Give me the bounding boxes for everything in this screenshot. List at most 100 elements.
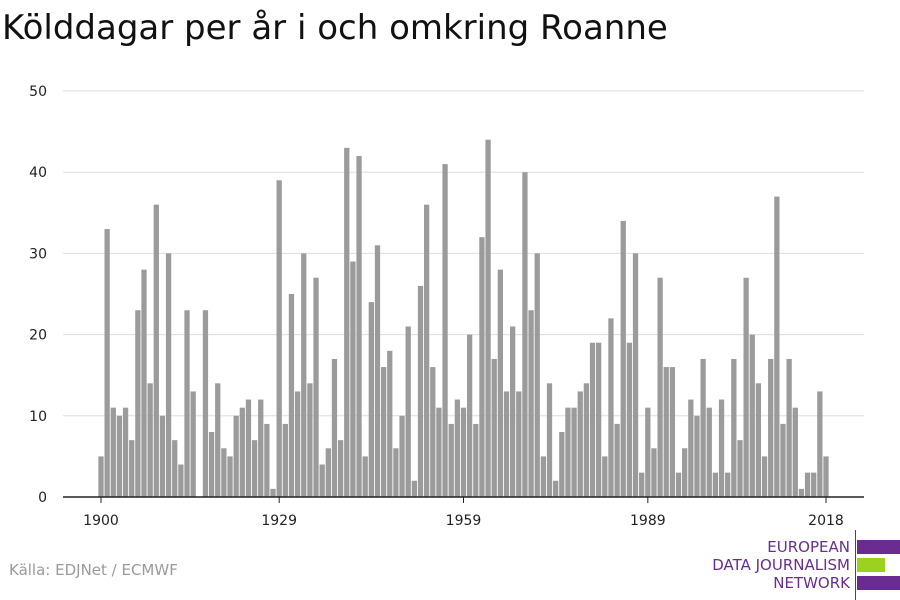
bar-1915: [190, 391, 196, 497]
bar-1979: [583, 383, 590, 497]
bar-1905: [129, 440, 135, 497]
bar-1924: [245, 399, 252, 497]
bar-1966: [503, 391, 510, 497]
bar-2005: [743, 277, 749, 497]
bar-1991: [657, 277, 663, 497]
bar-1920: [221, 448, 227, 497]
bar-1955: [436, 407, 442, 497]
bar-1903: [116, 415, 123, 497]
bar-1964: [491, 358, 497, 497]
bar-2018: [823, 456, 829, 497]
source-note: Källa: EDJNet / ECMWF: [9, 561, 178, 579]
bar-1946: [380, 367, 387, 497]
chart-title: Kölddagar per år i och omkring Roanne: [2, 8, 668, 48]
bars: [98, 139, 829, 498]
bar-1985: [620, 220, 626, 498]
y-tick-label: 40: [29, 165, 47, 181]
bar-1992: [663, 367, 669, 497]
bar-1934: [307, 383, 313, 497]
bar-1974: [553, 480, 559, 497]
x-tick-labels: 1900 1929 1959 1989 2018: [83, 497, 844, 529]
logo-divider: [855, 530, 856, 600]
bar-1999: [706, 407, 712, 497]
bar-1940: [344, 147, 350, 497]
bar-2006: [749, 334, 755, 497]
bar-2002: [725, 472, 731, 497]
bar-2009: [768, 358, 774, 497]
bar-1925: [251, 440, 258, 497]
bar-1947: [387, 350, 393, 497]
bar-1970: [528, 310, 534, 497]
bar-1987: [632, 253, 639, 497]
bar-1937: [325, 448, 331, 497]
bar-1984: [614, 423, 620, 497]
bar-1944: [368, 302, 374, 497]
bar-1939: [337, 440, 344, 497]
bar-1960: [467, 334, 473, 497]
bar-1972: [540, 456, 547, 497]
y-tick-label: 0: [38, 490, 47, 506]
bar-1953: [423, 204, 430, 497]
bar-1973: [546, 383, 553, 497]
bar-1977: [571, 407, 577, 497]
bar-1932: [294, 391, 301, 497]
bar-1901: [104, 229, 110, 498]
bar-1914: [184, 310, 190, 497]
y-tick-label: 30: [29, 246, 47, 262]
bar-1954: [430, 367, 436, 497]
bar-1969: [522, 172, 528, 497]
bar-1926: [258, 399, 264, 497]
bar-1929: [276, 180, 282, 497]
bar-1982: [602, 456, 608, 497]
bar-1912: [172, 440, 178, 497]
bar-1968: [516, 391, 522, 497]
bar-2007: [755, 383, 762, 497]
bar-1995: [682, 448, 688, 497]
bar-2010: [774, 196, 780, 497]
bar-1909: [153, 204, 159, 497]
bar-1959: [460, 407, 467, 497]
bar-2004: [737, 440, 743, 497]
bar-1923: [239, 407, 245, 497]
bar-1967: [510, 326, 516, 497]
bar-1952: [417, 285, 424, 497]
bar-2014: [798, 488, 805, 497]
bar-1913: [178, 464, 184, 497]
bar-1941: [350, 261, 356, 497]
bar-1958: [454, 399, 460, 497]
bar-2000: [712, 472, 719, 497]
bar-1956: [442, 164, 448, 497]
bar-1911: [165, 253, 172, 497]
bar-1963: [485, 139, 491, 497]
bar-2013: [792, 407, 798, 497]
bar-1950: [405, 326, 411, 497]
x-tick-label: 1959: [446, 513, 482, 529]
bar-1931: [288, 294, 295, 497]
bar-1975: [559, 432, 565, 497]
y-tick-label: 20: [29, 328, 47, 344]
bar-1983: [608, 318, 614, 497]
bar-1908: [147, 383, 153, 497]
bar-1976: [565, 407, 571, 497]
bar-1918: [208, 432, 215, 497]
y-tick-label: 10: [29, 409, 47, 425]
bar-1949: [399, 415, 405, 497]
bar-2015: [804, 472, 811, 497]
bar-1990: [651, 448, 657, 497]
logo-line-3: NETWORK: [773, 574, 850, 592]
bar-1971: [534, 253, 540, 497]
bar-1942: [356, 155, 362, 497]
logo-bar-purple-top: [857, 540, 900, 554]
bar-1965: [497, 269, 503, 497]
bar-1996: [688, 399, 694, 497]
y-tick-labels: 0 10 20 30 40 50: [29, 84, 47, 506]
bar-2008: [761, 456, 768, 497]
bar-1945: [374, 245, 381, 497]
bar-1902: [110, 407, 116, 497]
bar-1980: [589, 342, 596, 497]
bar-1986: [626, 342, 633, 497]
bar-1978: [577, 391, 583, 497]
edjnet-logo: EUROPEAN DATA JOURNALISM NETWORK: [700, 528, 900, 600]
bar-1907: [141, 269, 147, 497]
